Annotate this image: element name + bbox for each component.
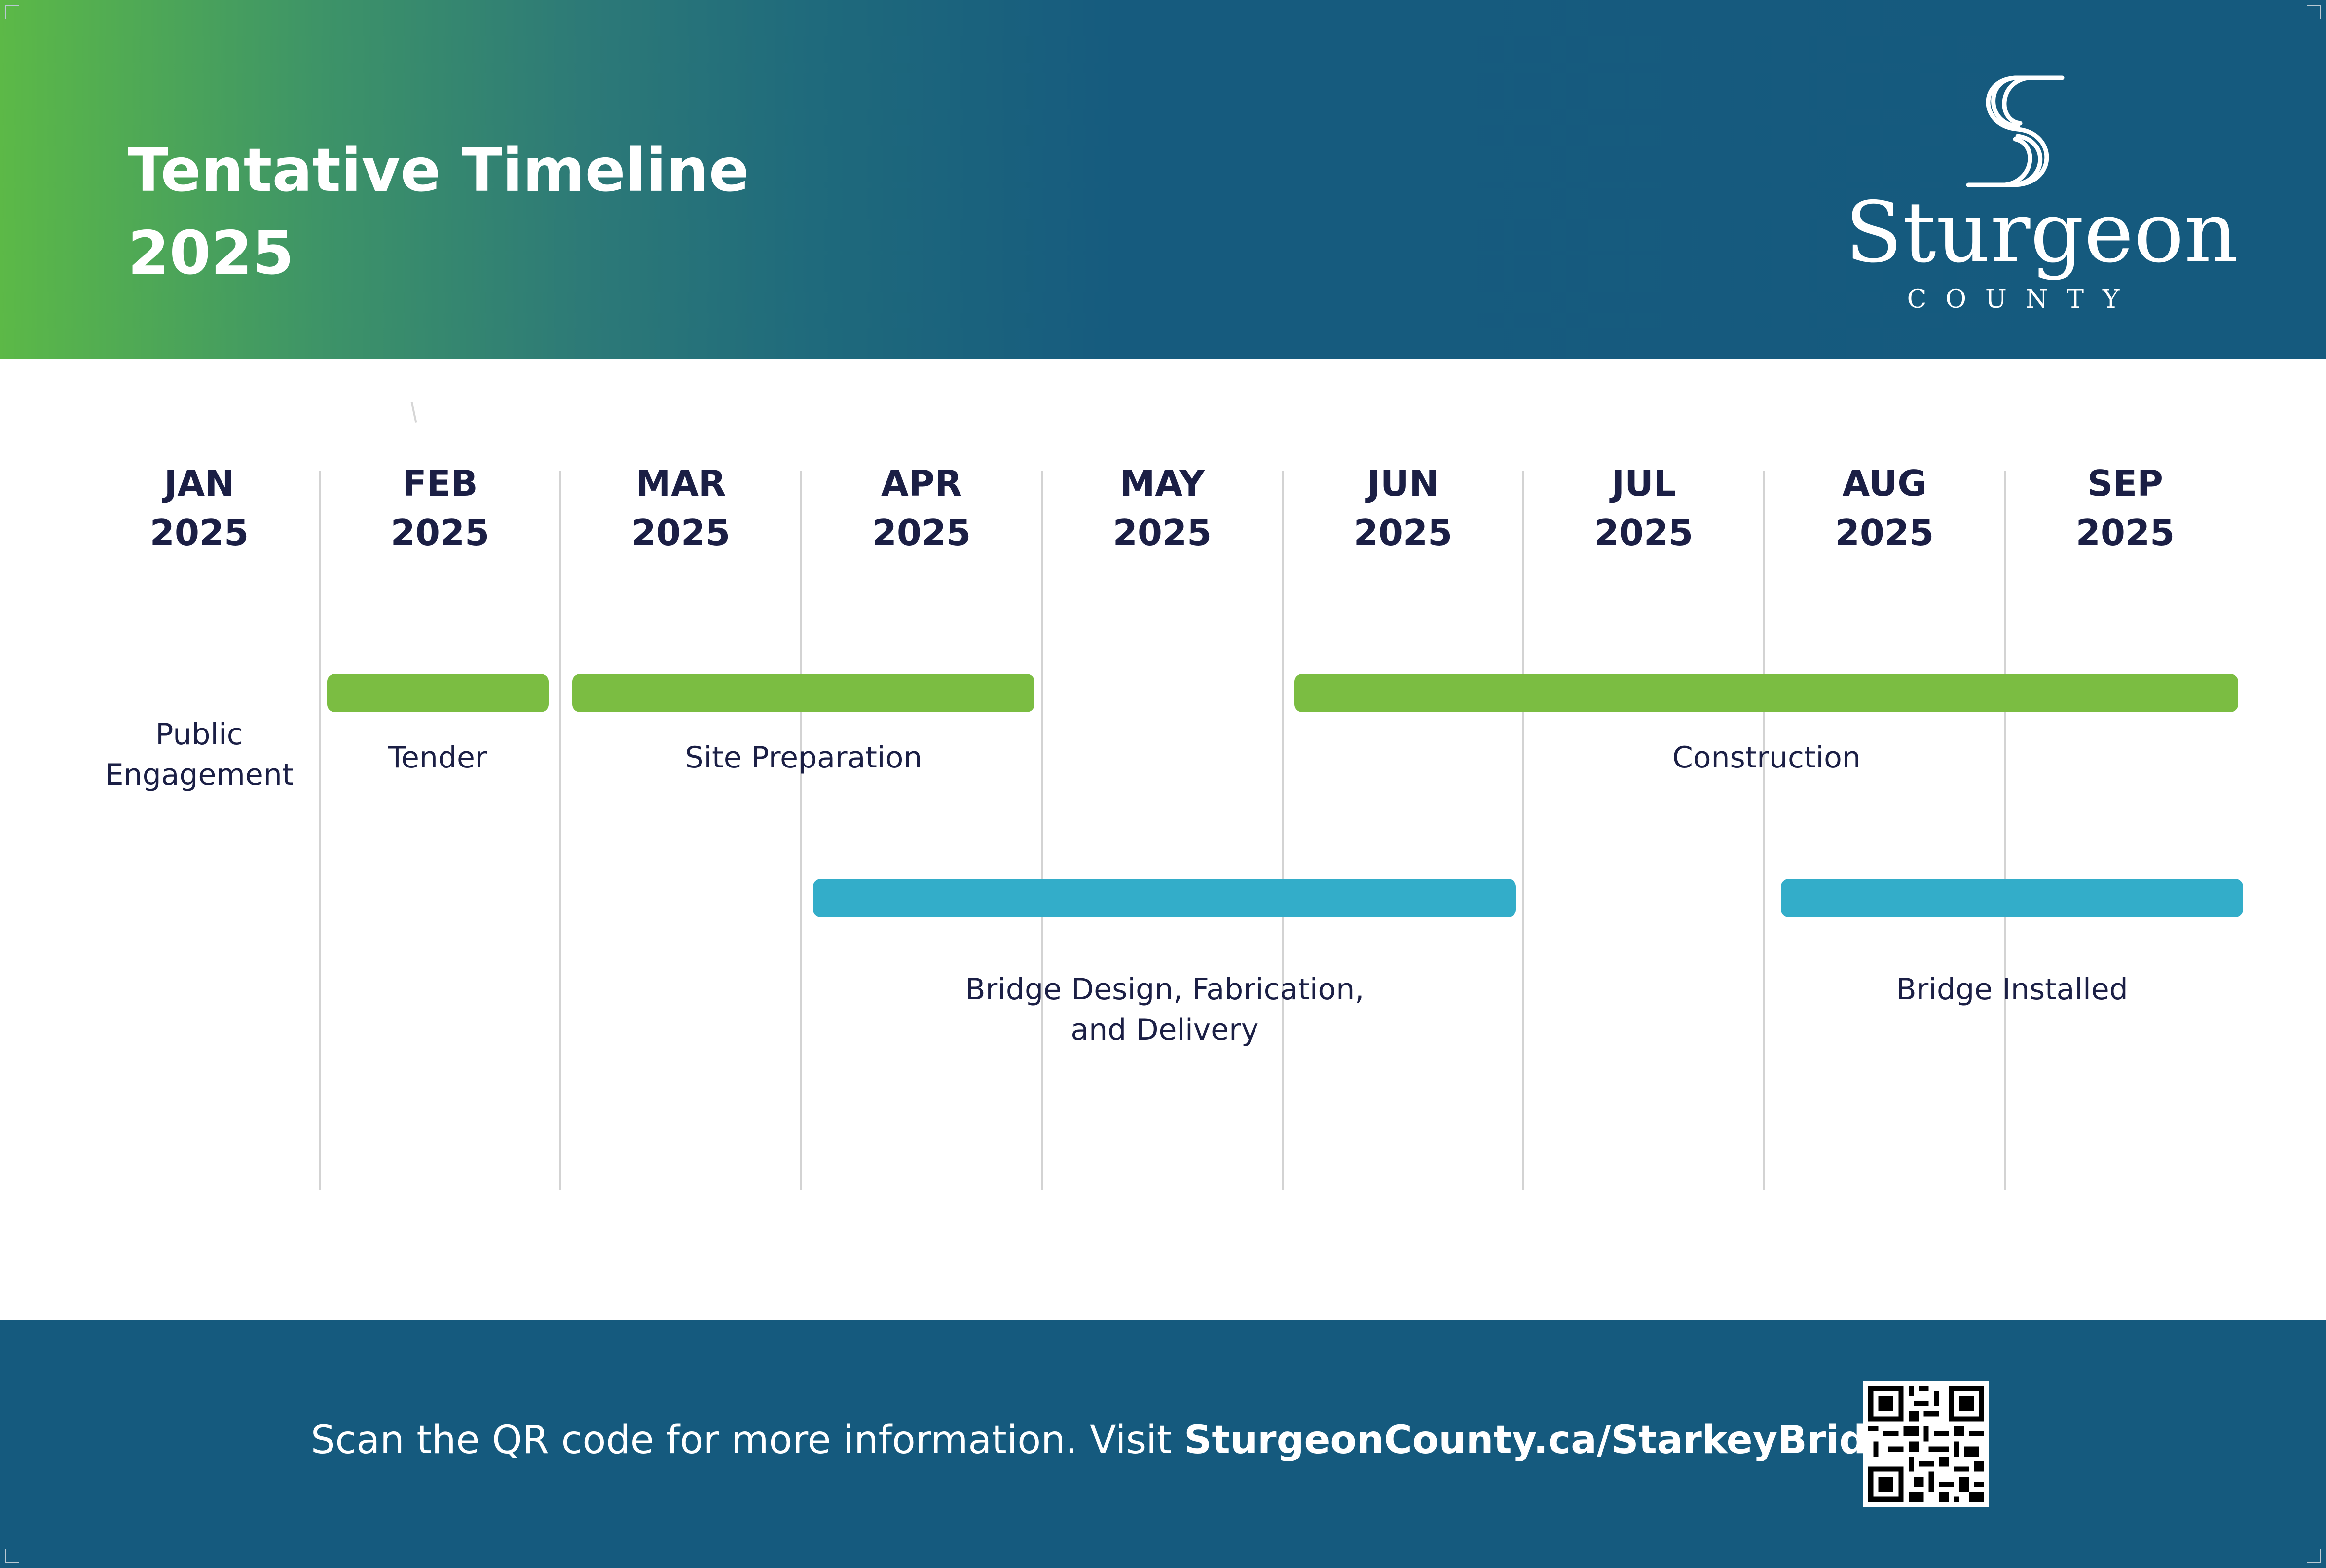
- qr-code-icon[interactable]: [1863, 1381, 1989, 1507]
- task-bar: [327, 674, 549, 712]
- month-gridline: [2004, 471, 2006, 1190]
- page-title: Tentative Timeline 2025: [128, 136, 749, 288]
- month-label: APR 2025: [872, 463, 971, 553]
- task-label: Construction: [1672, 740, 1861, 775]
- sturgeon-logo-icon: [1966, 75, 2065, 187]
- footer-link[interactable]: SturgeonCounty.ca/StarkeyBridge: [1184, 1418, 1920, 1462]
- stray-mark: [410, 402, 417, 423]
- month-label: JUL 2025: [1594, 463, 1694, 553]
- month-gridline: [319, 471, 321, 1190]
- month-label: FEB 2025: [390, 463, 490, 553]
- task-label: Tender: [388, 740, 487, 775]
- crop-mark: [5, 5, 19, 19]
- logo-wordmark: Sturgeon: [1845, 184, 2238, 282]
- month-gridline: [1522, 471, 1524, 1190]
- month-gridline: [559, 471, 561, 1190]
- task-bar: [813, 879, 1516, 917]
- month-label: MAY 2025: [1112, 463, 1212, 553]
- task-bar: [1781, 879, 2244, 917]
- task-label: Bridge Design, Fabrication, and Delivery: [965, 972, 1365, 1047]
- footer-text: Scan the QR code for more information. V…: [311, 1416, 1920, 1465]
- crop-mark: [2307, 5, 2321, 19]
- month-label: SEP 2025: [2075, 463, 2175, 553]
- month-label: AUG 2025: [1835, 463, 1934, 553]
- footer-text-prefix: Scan the QR code for more information. V…: [311, 1418, 1184, 1462]
- month-label: JAN 2025: [149, 463, 249, 553]
- task-label: Site Preparation: [685, 740, 923, 775]
- crop-mark: [2307, 1549, 2321, 1563]
- crop-mark: [5, 1549, 19, 1563]
- month-gridline: [1041, 471, 1043, 1190]
- task-label: Public Engagement: [105, 717, 294, 792]
- month-gridline: [1763, 471, 1765, 1190]
- month-gridline: [1282, 471, 1284, 1190]
- month-gridline: [800, 471, 802, 1190]
- logo-subtitle: COUNTY: [1907, 285, 2139, 314]
- task-bar: [1294, 674, 2239, 712]
- header-banner: [0, 0, 2326, 359]
- month-label: MAR 2025: [631, 463, 731, 553]
- month-label: JUN 2025: [1353, 463, 1453, 553]
- task-label: Bridge Installed: [1896, 972, 2128, 1007]
- task-bar: [572, 674, 1035, 712]
